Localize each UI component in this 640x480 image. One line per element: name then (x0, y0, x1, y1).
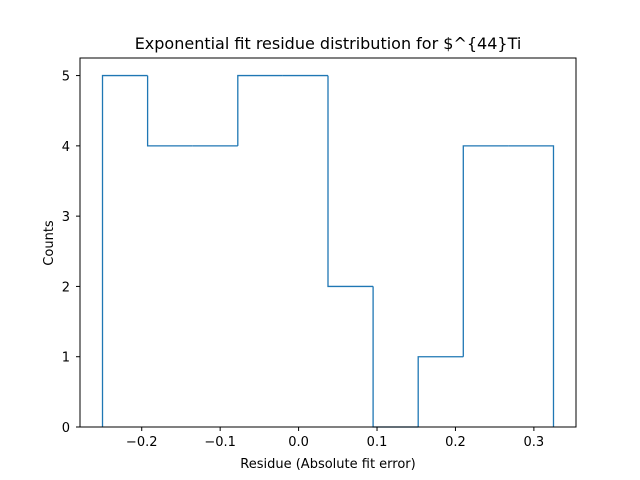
x-axis-label: Residue (Absolute fit error) (240, 457, 415, 472)
plot-area (79, 57, 577, 428)
x-tick-label: 0.0 (288, 435, 309, 450)
x-tick-label: 0.2 (445, 435, 466, 450)
y-tick-label: 3 (62, 210, 70, 225)
y-tick-label: 1 (62, 351, 70, 366)
histogram-bin (372, 286, 419, 428)
histogram-bin (417, 356, 464, 427)
y-tick-label: 2 (62, 280, 70, 295)
histogram-bin (462, 145, 509, 357)
histogram-bin (146, 75, 193, 147)
chart-title: Exponential fit residue distribution for… (135, 34, 522, 53)
y-axis-ticks: 0 1 2 3 4 5 (62, 70, 80, 436)
y-tick-label: 5 (62, 70, 70, 85)
histogram-bin (237, 74, 283, 146)
x-axis-ticks: −0.2 −0.1 0.0 0.1 0.2 0.3 (126, 427, 544, 450)
x-tick-label: 0.3 (524, 435, 545, 450)
x-tick-label: 0.1 (367, 435, 388, 450)
axes-frame (79, 57, 577, 428)
x-tick-label: −0.1 (204, 435, 236, 450)
x-tick-label: −0.2 (126, 435, 158, 450)
y-axis-label: Counts (42, 220, 57, 266)
histogram-bin (508, 145, 555, 427)
y-tick-label: 0 (62, 421, 70, 436)
y-tick-label: 4 (62, 140, 70, 155)
histogram-bin (327, 75, 374, 288)
histogram-bin (101, 74, 148, 427)
